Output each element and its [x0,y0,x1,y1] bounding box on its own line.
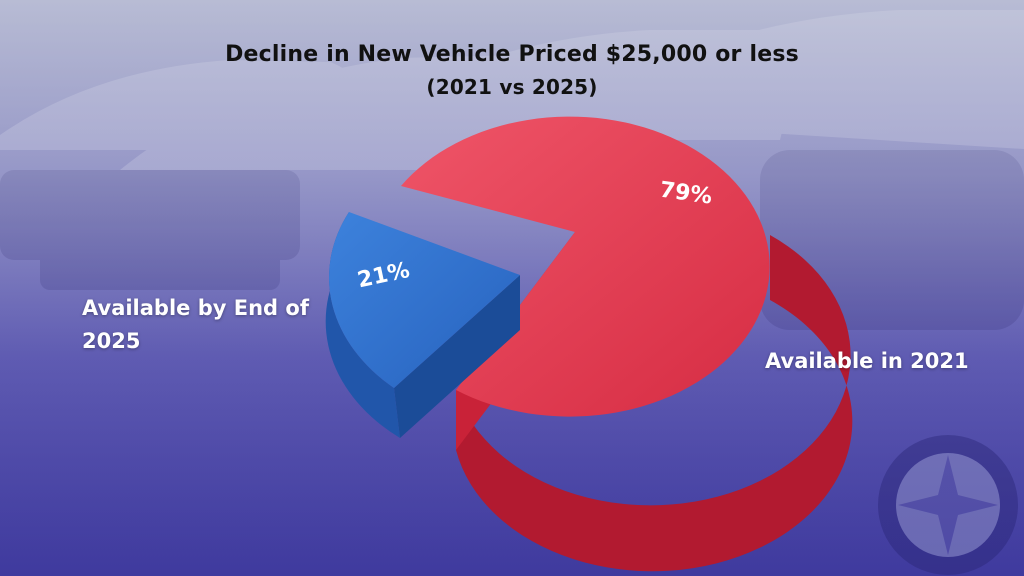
pie-slice-2025 [329,212,520,388]
chart-title: Decline in New Vehicle Priced $25,000 or… [225,42,799,67]
pie-slice-2025-outer-side [325,212,400,438]
legend-label-2025: Available by End of 2025 [82,296,309,353]
legend-label-2021: Available in 2021 [765,349,969,373]
pie-slice-2025-side [394,275,520,438]
pie-slice-2021-side [456,235,853,572]
chart-subtitle: (2021 vs 2025) [426,75,598,99]
